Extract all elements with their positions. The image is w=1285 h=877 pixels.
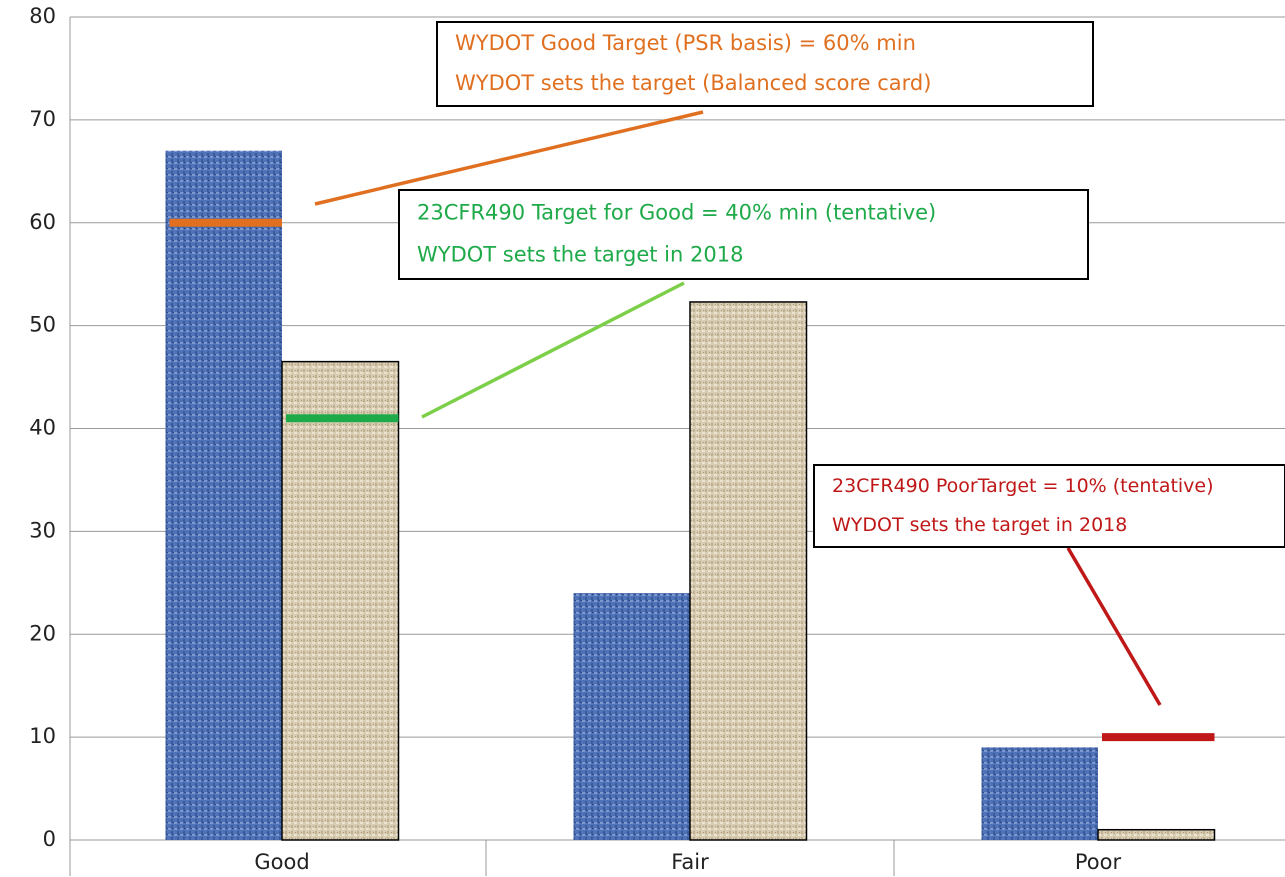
y-tick-label: 80	[29, 4, 56, 28]
x-tick-label: Fair	[671, 850, 709, 874]
annotation-text: 23CFR490 PoorTarget = 10% (tentative)	[832, 475, 1214, 497]
bar	[1097, 828, 1216, 841]
y-tick-label: 10	[29, 724, 56, 748]
y-tick-label: 0	[43, 827, 56, 851]
annotation-text: WYDOT sets the target (Balanced score ca…	[455, 71, 931, 95]
annotation-box	[813, 464, 1285, 548]
y-tick-label: 50	[29, 313, 56, 337]
connector	[314, 110, 704, 206]
bar	[981, 747, 1098, 840]
y-tick-label: 40	[29, 416, 56, 440]
connector	[1066, 547, 1162, 706]
x-tick-label: Good	[254, 850, 309, 874]
y-tick-label: 60	[29, 210, 56, 234]
annotation-box	[398, 189, 1089, 280]
annotation-text: WYDOT sets the target in 2018	[832, 514, 1127, 536]
bar	[573, 593, 690, 840]
bar	[165, 150, 282, 841]
y-tick-label: 30	[29, 518, 56, 542]
y-tick-label: 70	[29, 107, 56, 131]
connector	[421, 281, 685, 419]
annotation-text: 23CFR490 Target for Good = 40% min (tent…	[417, 200, 936, 224]
annotation-text: WYDOT Good Target (PSR basis) = 60% min	[455, 31, 916, 55]
bar	[689, 301, 808, 841]
annotation-text: WYDOT sets the target in 2018	[417, 243, 743, 267]
y-tick-label: 20	[29, 621, 56, 645]
bar	[281, 360, 400, 841]
annotation-box	[436, 21, 1094, 107]
x-tick-label: Poor	[1075, 850, 1122, 874]
